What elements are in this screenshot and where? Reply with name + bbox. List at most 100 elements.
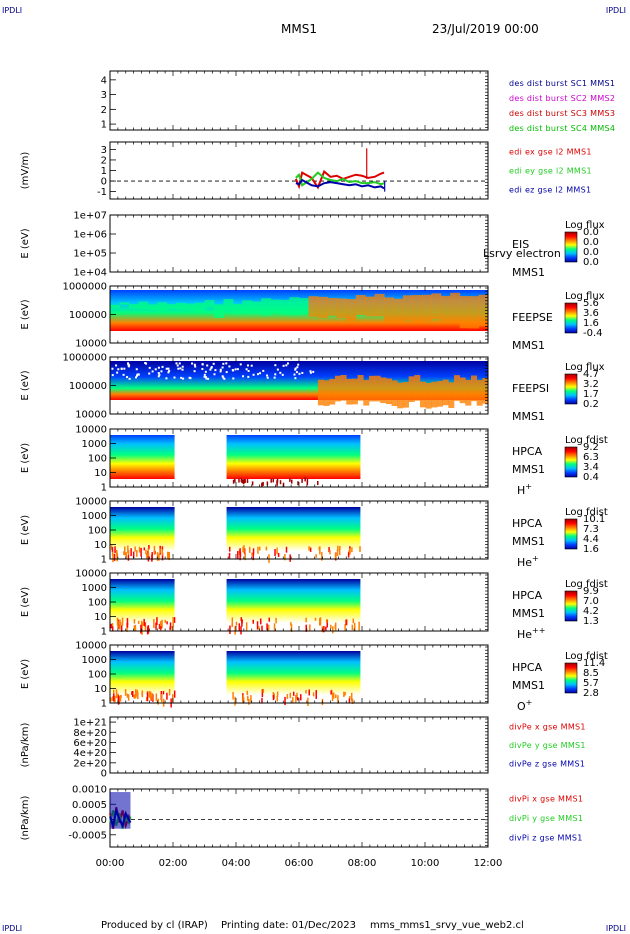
panel-frame: [109, 70, 489, 131]
spectrogram-noise: [296, 366, 299, 369]
spectrogram-noise: [266, 376, 269, 379]
spectrogram-speck: [171, 625, 174, 632]
spectrogram-cell: [329, 378, 336, 405]
y-axis-label: E (eV): [20, 659, 31, 689]
spectrogram-speck: [286, 694, 289, 699]
spectrogram-speck: [289, 554, 291, 562]
spectrogram-speck: [119, 624, 121, 630]
spectrogram-speck: [284, 554, 286, 561]
spectrogram-noise: [158, 373, 161, 376]
spectrogram-speck: [252, 552, 255, 561]
spectrogram-speck: [345, 619, 347, 626]
instrument-spacecraft-label: MMS1: [512, 607, 545, 620]
spectrogram-speck: [110, 545, 113, 550]
y-tick-label: 8e+20: [73, 728, 107, 739]
y-tick-label: -1: [97, 187, 107, 198]
spectrogram-speck: [161, 549, 164, 556]
spectrogram-cell: [453, 375, 460, 401]
spectrogram-speck: [232, 692, 234, 700]
spectrogram-speck: [251, 481, 254, 486]
spectrogram-speck: [246, 690, 249, 695]
y-tick-label: 1: [101, 555, 107, 566]
species-charge: +: [526, 698, 533, 707]
spectrogram-cell: [251, 301, 262, 314]
spectrogram-speck: [125, 552, 127, 560]
spectrogram-speck: [261, 698, 263, 704]
y-axis-label: E (eV): [20, 370, 31, 400]
spectrogram-speck: [252, 548, 255, 555]
spectrogram-speck: [158, 623, 161, 630]
spectrogram-speck: [248, 698, 250, 705]
corner-mark-top-right: IPDLI: [605, 6, 626, 15]
spectrogram-speck: [111, 626, 114, 631]
y-axis-label: E (eV): [20, 515, 31, 545]
spectrogram-noise: [219, 370, 222, 373]
spectrogram-speck: [295, 694, 297, 703]
spectrogram-noise: [225, 371, 228, 374]
spectrogram-speck: [256, 621, 259, 630]
spectrogram-noise: [213, 373, 216, 376]
colorbar-title: Log flux: [565, 291, 605, 302]
colorbar-value: 7.0: [583, 596, 599, 607]
spectrogram-cell: [327, 297, 338, 316]
spectrogram-speck: [141, 690, 144, 698]
spectrogram-cell: [436, 381, 443, 407]
spectrogram-speck: [131, 691, 133, 696]
spectrogram-cell: [397, 382, 404, 409]
spectrogram-speck: [290, 622, 292, 626]
spectrogram-speck: [140, 624, 142, 634]
spectrogram-noise: [111, 367, 114, 370]
spectrogram-speck: [268, 617, 271, 622]
spectrogram-noise: [207, 377, 210, 380]
spectrogram-noise: [239, 363, 242, 366]
spectrogram-speck: [114, 695, 116, 703]
spectrogram-noise: [193, 363, 196, 366]
spectrogram-noise: [168, 369, 171, 372]
spectrogram-noise: [232, 377, 235, 380]
spectrogram-fill: [226, 507, 361, 551]
colorbar: [564, 302, 578, 334]
spectrogram-speck: [134, 546, 136, 552]
spectrogram-noise: [179, 367, 182, 370]
spectrogram-noise: [212, 362, 215, 365]
legend-entry: divPe z gse MMS1: [509, 760, 585, 769]
y-tick-label: 2: [101, 155, 107, 166]
spectrogram-speck: [284, 696, 286, 706]
spectrogram-noise: [234, 368, 237, 371]
y-axis-label: E (eV): [20, 228, 31, 258]
species-label: O+: [517, 698, 532, 713]
spectrogram-speck: [337, 695, 339, 704]
y-tick-label: 1: [101, 699, 107, 710]
spectrogram-fill: [226, 435, 361, 479]
spectrogram-speck: [314, 617, 317, 621]
spectrogram-noise: [221, 375, 224, 378]
legend-entry: edi ex gse l2 MMS1: [509, 148, 592, 157]
y-tick-label: 2e+20: [73, 758, 107, 769]
spectrogram-speck: [136, 689, 139, 697]
footer-printing-date: Printing date: 01/Dec/2023: [221, 920, 357, 931]
y-tick-label: 2: [101, 105, 107, 116]
spectrogram-speck: [339, 545, 341, 550]
spectrogram-noise: [154, 368, 157, 371]
spectrogram-cell: [402, 295, 413, 321]
instrument-spacecraft-label: MMS1: [512, 266, 545, 279]
spectrogram-speck: [120, 695, 122, 699]
spectrogram-noise: [279, 371, 282, 374]
spectrogram-speck: [309, 624, 311, 632]
spectrogram-noise: [201, 363, 204, 366]
spectrogram-speck: [156, 552, 159, 561]
spectrogram-cell: [465, 379, 472, 406]
y-tick-label: 1: [101, 120, 107, 131]
y-tick-label: -0.0005: [68, 830, 107, 841]
spectrogram-cell: [270, 299, 281, 314]
spectrogram-speck: [325, 619, 328, 624]
spectrogram-speck: [276, 691, 279, 697]
spectrogram-cell: [355, 295, 366, 315]
spectrogram-speck: [127, 545, 129, 554]
corner-mark-bottom-right: IPDLI: [605, 924, 626, 933]
spectrogram-noise: [252, 373, 255, 376]
spectrogram-cell: [478, 294, 489, 327]
y-axis-label: E (eV): [20, 299, 31, 329]
spectrogram-noise: [157, 375, 160, 378]
